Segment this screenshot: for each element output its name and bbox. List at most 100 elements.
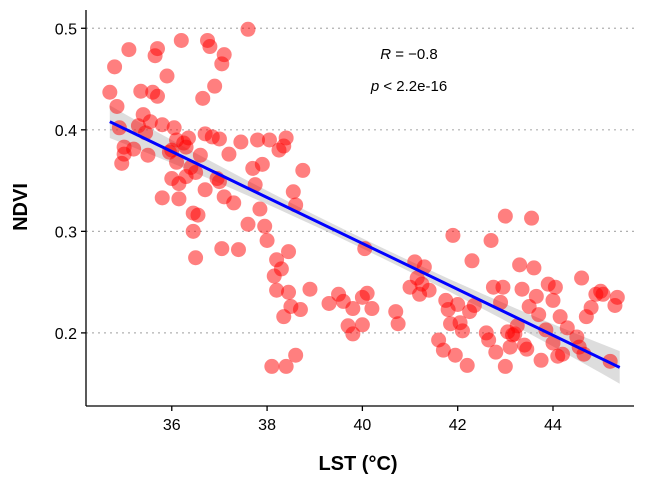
data-point [102, 84, 118, 100]
data-point [261, 132, 277, 148]
data-point [188, 250, 204, 266]
y-tick-label: 0.3 [55, 224, 77, 241]
x-tick-label: 36 [163, 417, 181, 434]
data-point [555, 346, 571, 362]
data-point [192, 147, 208, 163]
data-point [454, 323, 470, 339]
data-point [531, 307, 547, 323]
x-tick-label: 38 [258, 417, 276, 434]
data-point [509, 318, 525, 334]
data-point [173, 32, 189, 48]
data-point [285, 184, 301, 200]
data-point [321, 295, 337, 311]
data-point [595, 286, 611, 302]
data-point [240, 216, 256, 232]
data-points [102, 21, 625, 374]
data-point [364, 301, 380, 317]
data-point [211, 131, 227, 147]
data-point [185, 223, 201, 239]
data-point [281, 244, 297, 260]
data-point [281, 284, 297, 300]
data-point [278, 358, 294, 374]
data-point [545, 335, 561, 351]
data-point [269, 282, 285, 298]
data-point [221, 146, 237, 162]
data-point [445, 227, 461, 243]
p-annotation: p < 2.2e-16 [370, 78, 447, 95]
data-point [528, 288, 544, 304]
data-point [447, 347, 463, 363]
data-point [345, 326, 361, 342]
x-tick-label: 40 [353, 417, 371, 434]
data-point [483, 232, 499, 248]
data-point [273, 261, 289, 277]
data-point [519, 341, 535, 357]
data-point [169, 154, 185, 170]
regression-line [109, 120, 621, 369]
data-point [583, 300, 599, 316]
data-point [195, 90, 211, 106]
data-point [159, 68, 175, 84]
data-point [497, 208, 513, 224]
axes [85, 10, 634, 407]
data-point [197, 182, 213, 198]
data-point [149, 88, 165, 104]
y-tick-label: 0.2 [55, 326, 77, 343]
data-point [202, 39, 218, 55]
data-point [481, 332, 497, 348]
data-point [488, 344, 504, 360]
tick-labels: 36 38 40 42 44 0.2 0.3 0.4 0.5 [55, 21, 562, 434]
y-tick-label: 0.5 [55, 21, 77, 38]
data-point [524, 210, 540, 226]
data-point [512, 257, 528, 273]
data-point [216, 47, 232, 63]
data-point [188, 164, 204, 180]
data-point [345, 301, 361, 317]
data-point [140, 147, 156, 163]
x-axis-title: LST (°C) [318, 453, 397, 475]
data-point [180, 130, 196, 146]
data-point [171, 191, 187, 207]
data-point [609, 289, 625, 305]
data-point [254, 156, 270, 172]
y-tick-label: 0.4 [55, 123, 77, 140]
data-point [149, 41, 165, 57]
data-point [133, 83, 149, 99]
data-point [295, 162, 311, 178]
data-point [421, 282, 437, 298]
data-point [252, 201, 268, 217]
data-point [459, 357, 475, 373]
data-point [390, 316, 406, 332]
data-point [495, 279, 511, 295]
data-point [233, 134, 249, 150]
data-point [240, 21, 256, 37]
x-tick-label: 42 [449, 417, 467, 434]
data-point [121, 42, 137, 58]
data-point [107, 59, 123, 75]
data-point [497, 358, 513, 374]
data-point [166, 120, 182, 136]
data-point [288, 347, 304, 363]
data-point [230, 242, 246, 258]
x-tick-label: 44 [544, 417, 562, 434]
data-point [552, 309, 568, 325]
data-point [109, 98, 125, 114]
data-point [207, 78, 223, 94]
data-point [259, 232, 275, 248]
data-point [250, 132, 266, 148]
data-point [547, 279, 563, 295]
data-point [214, 241, 230, 257]
data-point [545, 292, 561, 308]
data-point [464, 253, 480, 269]
data-point [388, 304, 404, 320]
data-point [450, 296, 466, 312]
data-point [264, 358, 280, 374]
data-point [302, 281, 318, 297]
data-point [278, 130, 294, 146]
data-point [126, 141, 142, 157]
data-point [359, 285, 375, 301]
data-point [190, 207, 206, 223]
data-point [354, 317, 370, 333]
y-axis-title: NDVI [10, 183, 32, 231]
